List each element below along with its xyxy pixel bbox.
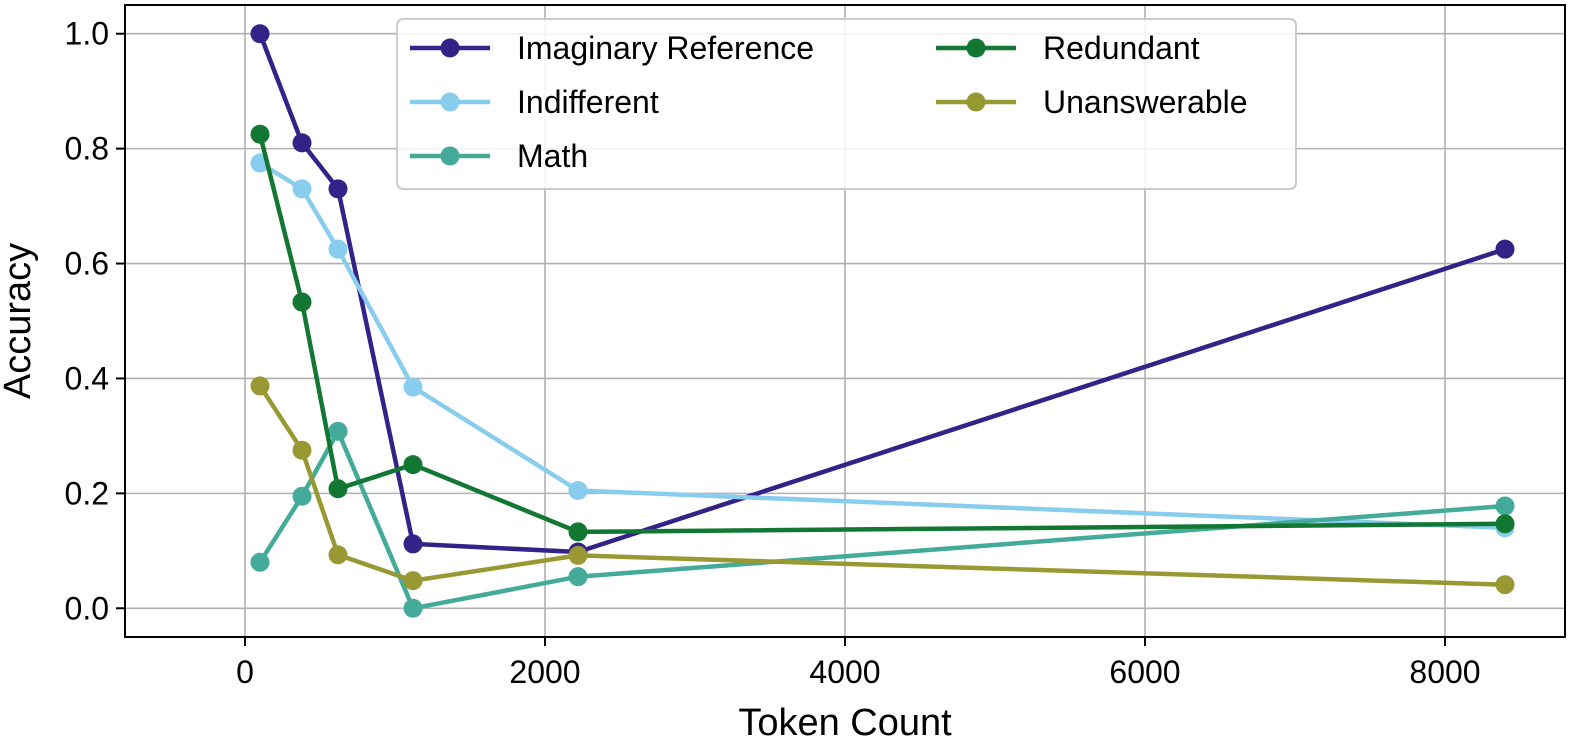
data-point [403, 455, 423, 475]
series-unanswerable [250, 376, 1515, 595]
x-tick-label: 2000 [509, 654, 580, 690]
y-tick-label: 0.4 [65, 360, 109, 396]
legend: Imaginary Reference Indifferent Math Redund… [396, 18, 1297, 190]
data-point [568, 545, 588, 565]
legend-label: Unanswerable [1043, 84, 1248, 120]
y-tick-label: 0.6 [65, 246, 109, 282]
legend-swatch-marker [966, 38, 986, 58]
data-point [250, 376, 270, 396]
legend-swatch-marker [440, 92, 460, 112]
y-tick-label: 1.0 [65, 16, 109, 52]
series-imaginary-reference [250, 24, 1515, 562]
series-indifferent [250, 153, 1515, 538]
data-point [403, 598, 423, 618]
legend-swatch-marker [966, 92, 986, 112]
data-point [1495, 239, 1515, 259]
legend-entry: Indifferent [410, 84, 659, 120]
legend-entry: Math [410, 138, 588, 174]
x-axis-title: Token Count [738, 702, 952, 744]
data-point [292, 440, 312, 460]
legend-swatch-marker [440, 38, 460, 58]
series-line [258, 384, 1506, 587]
series-line [257, 32, 1506, 555]
data-point [250, 24, 270, 44]
data-point [403, 571, 423, 591]
x-tick-label: 4000 [809, 654, 880, 690]
data-point [292, 133, 312, 153]
x-tick-label: 6000 [1109, 654, 1180, 690]
legend-entry: Unanswerable [936, 84, 1248, 120]
data-point [250, 552, 270, 572]
data-point [1495, 575, 1515, 595]
series-line [257, 133, 1506, 535]
data-point [328, 421, 348, 441]
series-line [258, 161, 1506, 531]
data-point [328, 239, 348, 259]
series-lines [250, 24, 1515, 618]
data-point [1495, 496, 1515, 516]
legend-box [396, 18, 1297, 190]
y-axis-title: Accuracy [0, 243, 39, 399]
legend-label: Math [517, 138, 588, 174]
data-point [328, 479, 348, 499]
legend-label: Indifferent [517, 84, 659, 120]
data-point [292, 486, 312, 506]
y-tick-label: 0.8 [65, 131, 109, 167]
series-math [250, 421, 1515, 618]
x-tick-label: 0 [236, 654, 254, 690]
legend-label: Redundant [1043, 30, 1200, 66]
y-tick-label: 0.0 [65, 590, 109, 626]
series-redundant [250, 124, 1515, 542]
legend-swatch-marker [440, 146, 460, 166]
data-point [292, 179, 312, 199]
series-line [258, 429, 1506, 611]
x-tick-label: 8000 [1409, 654, 1480, 690]
axis-ticks: 0 2000 4000 6000 8000 0.0 0.2 0.4 0.6 0.8 1.0 [65, 16, 1481, 690]
data-point [568, 522, 588, 542]
data-point [1495, 514, 1515, 534]
data-point [250, 124, 270, 144]
data-point [403, 377, 423, 397]
data-point [328, 545, 348, 565]
legend-entry: Imaginary Reference [410, 30, 814, 66]
data-point [328, 179, 348, 199]
data-point [403, 534, 423, 554]
data-point [292, 292, 312, 312]
data-point [568, 480, 588, 500]
data-point [568, 567, 588, 587]
y-tick-label: 0.2 [65, 475, 109, 511]
legend-entry: Redundant [936, 30, 1200, 66]
legend-label: Imaginary Reference [517, 30, 814, 66]
